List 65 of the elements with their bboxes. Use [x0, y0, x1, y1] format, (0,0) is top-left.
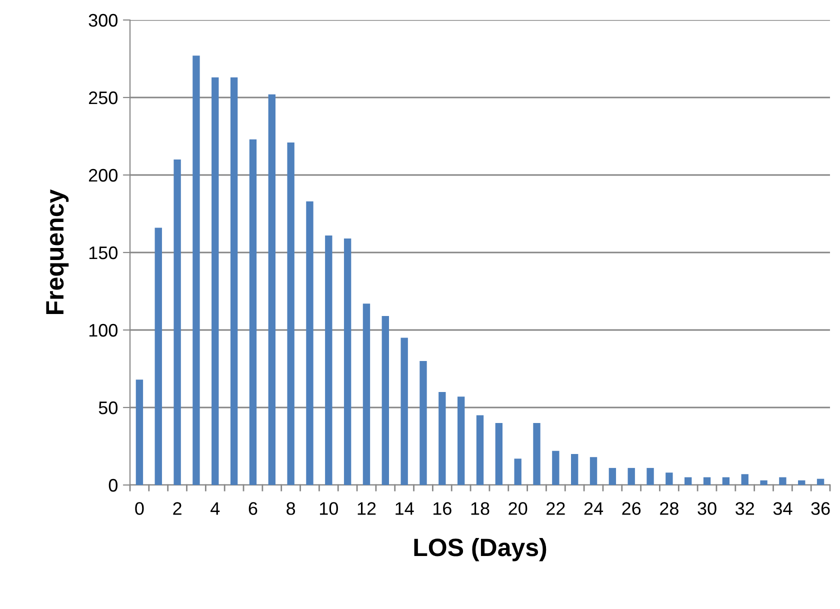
x-tick-label: 34 — [773, 502, 792, 515]
bar — [741, 474, 748, 485]
bar — [590, 457, 598, 485]
bar — [382, 316, 389, 485]
x-tick-label: 6 — [248, 502, 258, 515]
bar — [420, 361, 427, 485]
bar — [628, 468, 635, 485]
x-tick-label: 2 — [173, 502, 182, 515]
x-tick-label: 24 — [584, 502, 604, 515]
x-tick-label: 32 — [736, 502, 754, 515]
x-tick-label: 12 — [358, 502, 376, 515]
x-tick-label: 16 — [434, 502, 452, 515]
x-tick-label: 28 — [660, 502, 678, 515]
y-tick-label: 100 — [89, 324, 118, 337]
x-tick-label: 18 — [471, 502, 490, 515]
bar — [571, 454, 578, 485]
bar — [533, 423, 540, 485]
bar — [154, 228, 162, 485]
y-tick-label: 300 — [88, 14, 118, 27]
x-tick-label: 14 — [396, 502, 414, 515]
bar — [438, 392, 446, 485]
bar — [760, 480, 768, 485]
bar — [325, 235, 332, 485]
x-tick-label: 8 — [286, 502, 296, 515]
x-axis-title: LOS (Days) — [414, 538, 546, 562]
y-tick-label: 250 — [88, 91, 118, 104]
x-tick-label: 26 — [622, 502, 641, 515]
bar — [268, 94, 276, 485]
bar — [174, 160, 181, 485]
bar — [798, 480, 806, 485]
bar — [230, 77, 238, 485]
y-tick-label: 50 — [98, 401, 118, 414]
bar — [344, 238, 352, 485]
bar — [703, 477, 711, 485]
y-tick-label: 200 — [88, 168, 118, 182]
bar — [684, 477, 692, 485]
bar — [816, 478, 824, 485]
bar — [779, 477, 786, 485]
bar — [362, 304, 370, 485]
bar — [666, 472, 673, 485]
bar — [552, 450, 560, 485]
x-tick-label: 36 — [811, 502, 830, 515]
x-tick-label: 0 — [135, 502, 144, 515]
bar — [476, 415, 484, 485]
bar — [136, 380, 144, 485]
y-axis-title: Frequency — [46, 189, 69, 314]
bar — [249, 139, 257, 485]
bar — [306, 201, 314, 485]
x-tick-label: 22 — [546, 502, 565, 515]
bar — [608, 468, 616, 485]
bar — [287, 142, 294, 485]
y-tick-label: 0 — [108, 478, 118, 492]
bar — [514, 458, 522, 485]
bar — [457, 396, 465, 485]
x-tick-label: 4 — [210, 502, 220, 515]
x-tick-label: 20 — [508, 502, 528, 515]
bar — [495, 423, 503, 485]
bar — [212, 77, 219, 485]
bar — [400, 338, 408, 485]
bar — [646, 468, 654, 485]
x-tick-label: 30 — [698, 502, 716, 515]
bar — [722, 477, 730, 485]
y-tick-label: 150 — [89, 246, 118, 260]
bar — [192, 56, 200, 485]
x-tick-label: 10 — [320, 502, 338, 515]
